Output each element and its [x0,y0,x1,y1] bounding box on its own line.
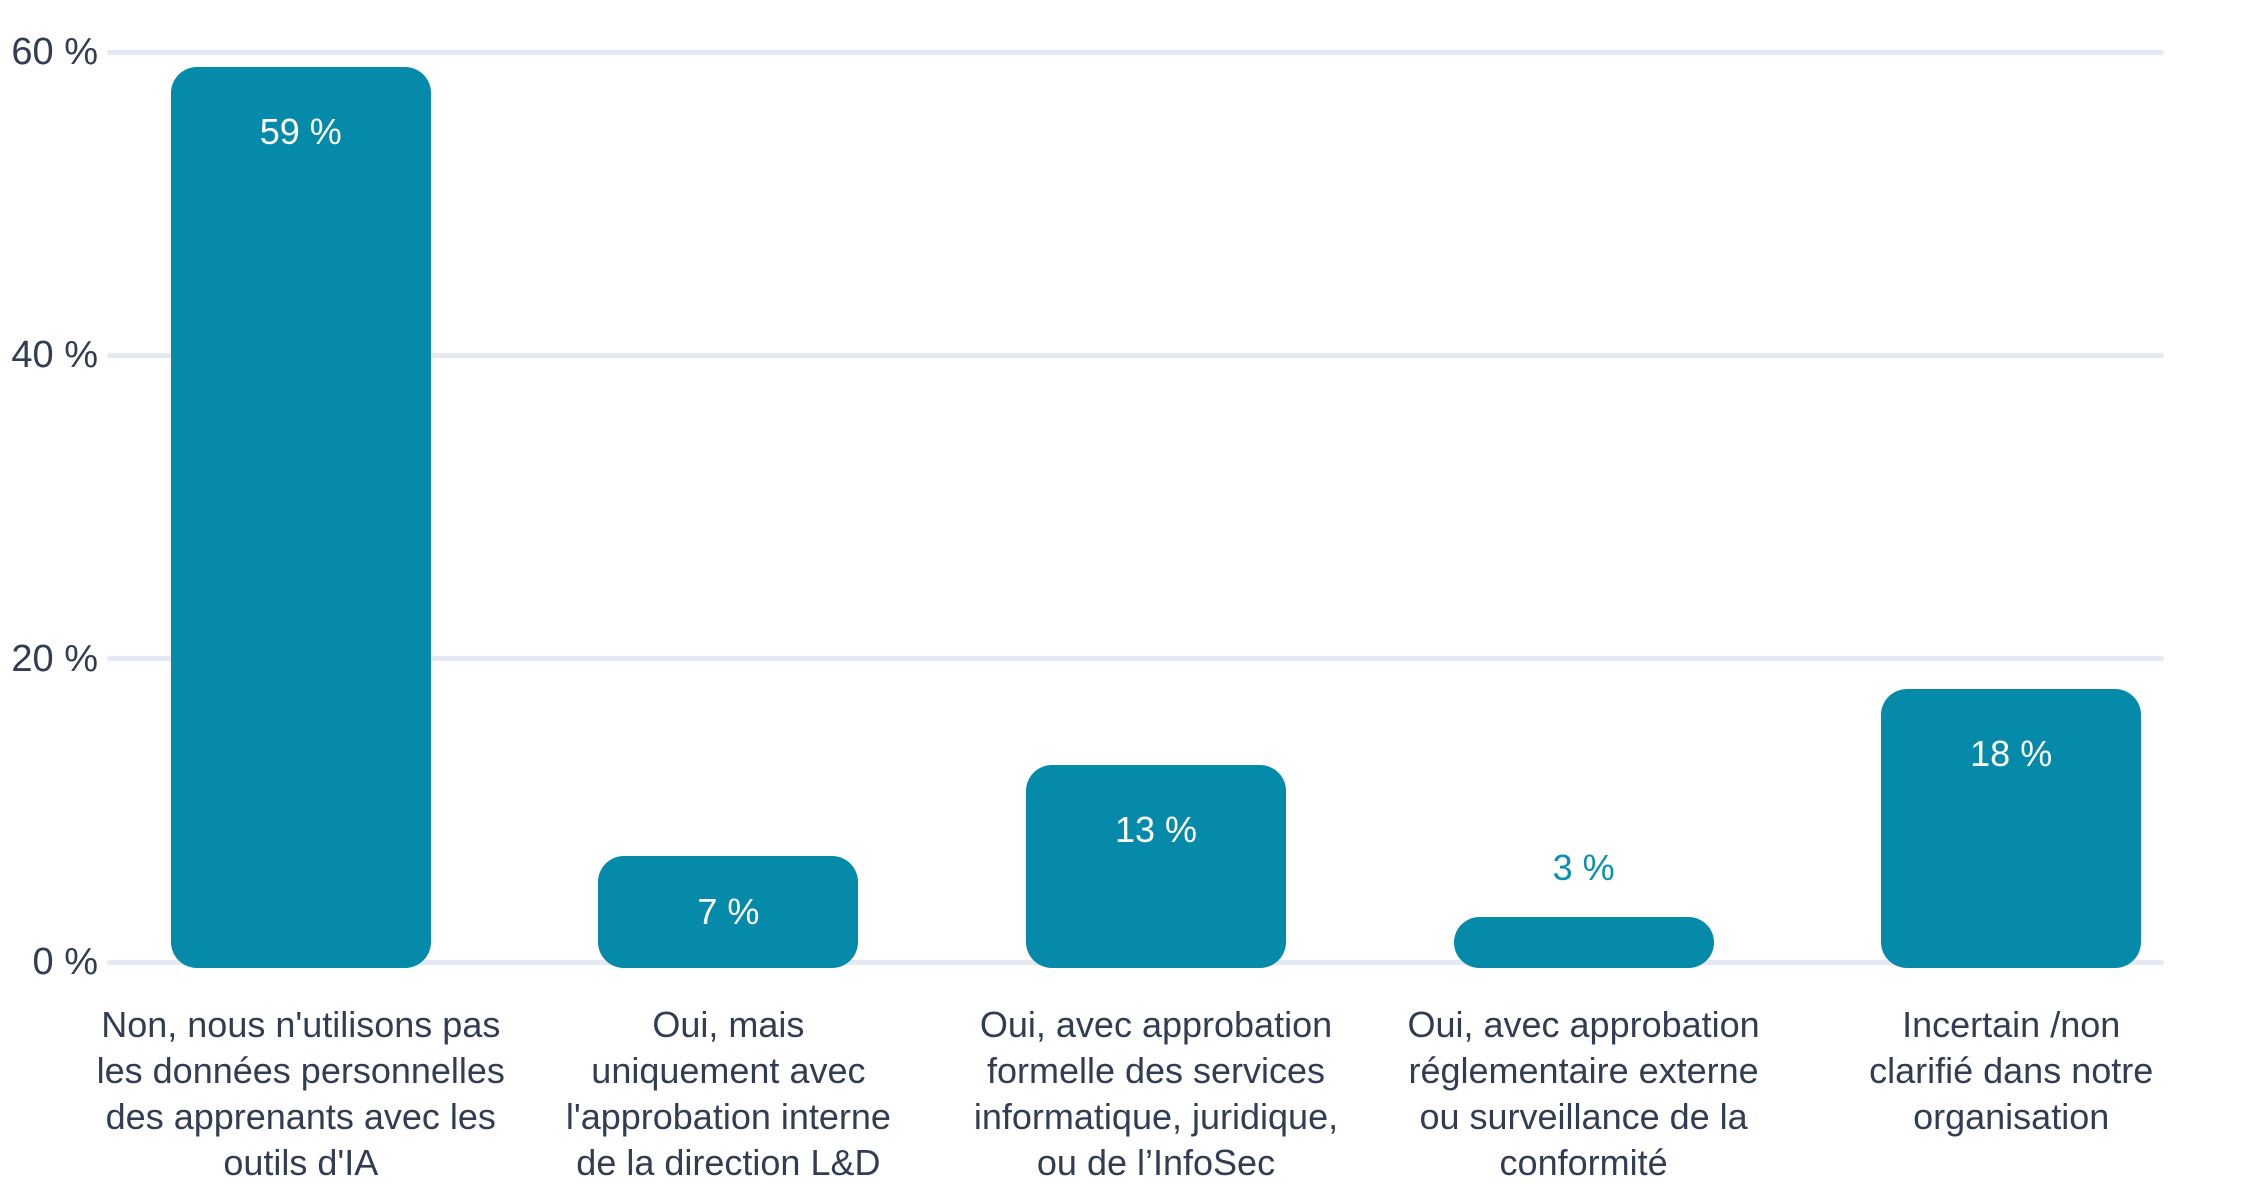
gridline-60pct [107,49,2164,55]
bar: 18 % [1881,689,2142,968]
bar-value-label: 59 % [259,111,342,153]
bar-value-label: 7 % [697,890,760,932]
gridline-20pct [107,656,2164,662]
bar-value-label: 3 % [1552,846,1615,888]
bar: 13 % [1026,764,1286,968]
bar-value-label: 13 % [1114,808,1198,850]
category-label: Non, nous n'utilisons pas les données pe… [96,1004,505,1183]
bar: 59 % [170,67,431,968]
y-tick-label: 40 % [11,334,98,377]
bar: 3 % [1453,847,1714,968]
category-label: Oui, avec approbation réglementaire exte… [1407,1004,1760,1183]
y-tick-label: 20 % [11,637,98,680]
y-tick-label: 60 % [11,31,98,73]
y-tick-label: 0 % [32,941,98,983]
bar: 7 % [598,855,859,968]
category-label: Incertain /non clarifié dans notre organ… [1869,1004,2154,1137]
bar-value-label: 18 % [1970,733,2053,774]
category-label: Oui, avec approbation formelle des servi… [973,1004,1339,1183]
category-label: Oui, mais uniquement avec l'approbation … [565,1004,891,1183]
gridline-40pct [107,352,2164,358]
